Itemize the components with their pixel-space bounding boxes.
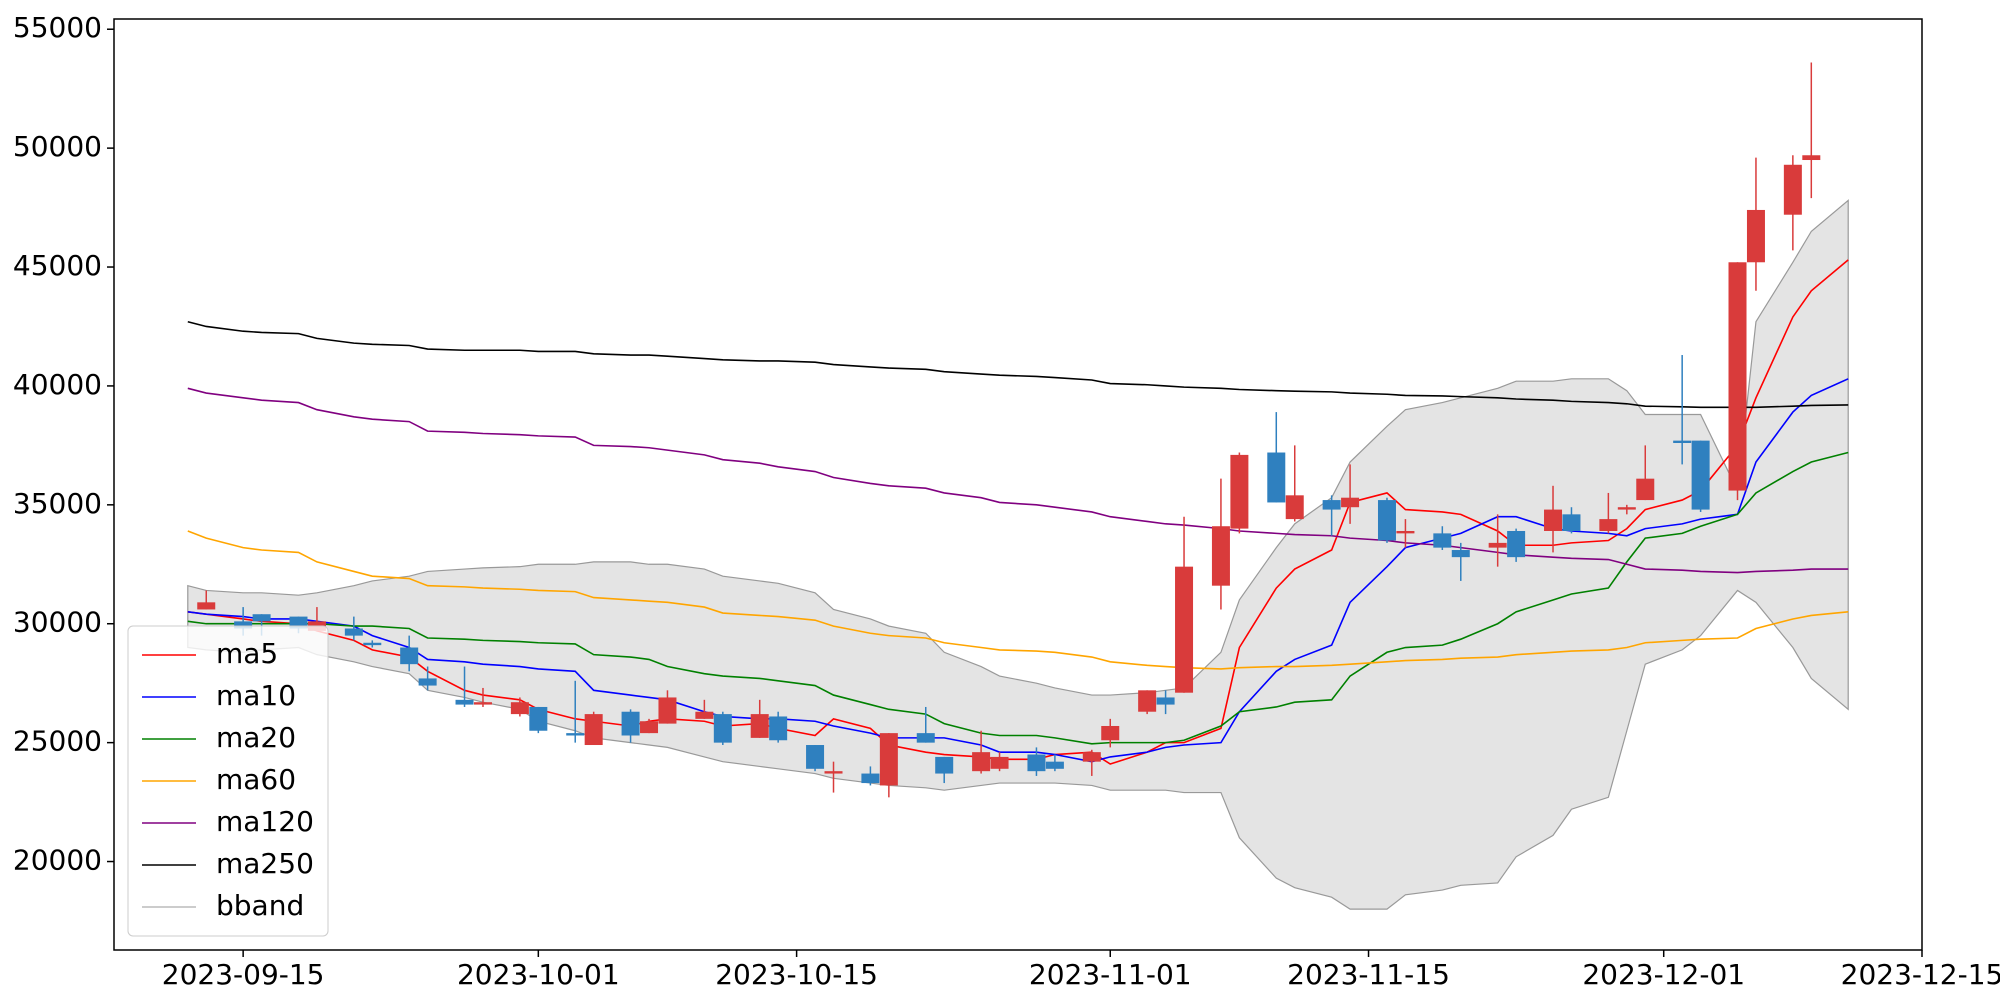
candle-body <box>418 678 437 686</box>
candle-body <box>750 714 769 738</box>
candle-body <box>1156 697 1175 705</box>
ma-line <box>187 451 1849 745</box>
candle-body <box>1027 754 1046 772</box>
x-tick-label: 2023-10-01 <box>457 958 620 991</box>
legend-label: bband <box>216 889 304 922</box>
candle-body <box>1322 500 1341 510</box>
plot-frame <box>113 18 1923 951</box>
candle-body <box>1636 478 1655 501</box>
x-tick-label: 2023-10-15 <box>715 958 878 991</box>
candle-body <box>529 706 548 731</box>
x-tick-label: 2023-12-15 <box>1841 958 2000 991</box>
candle-body <box>252 614 271 622</box>
x-tick-label: 2023-09-15 <box>162 958 325 991</box>
legend: ma5 ma10 ma20 ma60 ma120 ma250 bband <box>127 625 329 937</box>
candle-body <box>1045 761 1064 769</box>
candle-body <box>972 752 991 772</box>
legend-label: ma250 <box>216 847 314 880</box>
candle-body <box>713 714 732 743</box>
y-tick-label: 45000 <box>13 249 102 282</box>
candle-body <box>916 733 935 743</box>
candle-body <box>1507 530 1526 558</box>
ma-line <box>187 259 1849 765</box>
y-tick-label: 20000 <box>13 844 102 877</box>
candle-body <box>1377 500 1396 541</box>
candle-body <box>584 714 603 746</box>
candle-body <box>1673 440 1692 444</box>
candle-body <box>990 756 1009 769</box>
y-tick-label: 55000 <box>13 11 102 44</box>
candle-body <box>566 733 585 736</box>
candle-body <box>344 628 363 636</box>
legend-label: ma5 <box>216 637 278 670</box>
candle-body <box>1562 514 1581 531</box>
candle-body <box>769 716 788 741</box>
candle-body <box>1341 497 1360 508</box>
ma-line <box>187 320 1849 409</box>
candle-body <box>1802 155 1821 161</box>
candle-body <box>1728 262 1747 491</box>
bband-area <box>187 199 1849 910</box>
legend-box <box>127 625 329 937</box>
candle-body <box>824 771 843 774</box>
candle-body <box>658 697 677 724</box>
y-tick-label: 40000 <box>13 368 102 401</box>
candle-body <box>1617 507 1636 510</box>
legend-label: ma10 <box>216 679 296 712</box>
candle-body <box>1746 209 1765 263</box>
ma-line <box>187 387 1849 574</box>
candle-body <box>1211 526 1230 586</box>
x-tick-label: 2023-11-15 <box>1287 958 1450 991</box>
candle-body <box>1544 509 1563 531</box>
candle-body <box>1433 533 1452 548</box>
candle-body <box>1599 519 1618 531</box>
x-tick-label: 2023-11-01 <box>1029 958 1192 991</box>
candle-body <box>1101 725 1120 741</box>
candle-body <box>197 602 216 610</box>
candle-body <box>1175 566 1194 693</box>
candle-body <box>455 699 474 705</box>
candle-body <box>935 756 954 774</box>
candle-body <box>510 702 529 715</box>
candle-body <box>861 773 880 784</box>
y-tick-label: 35000 <box>13 487 102 520</box>
candle-body <box>640 721 659 734</box>
candle-body <box>363 642 382 646</box>
candle-body <box>289 616 308 629</box>
candle-body <box>1451 550 1470 558</box>
y-tick-label: 30000 <box>13 606 102 639</box>
candle-body <box>234 621 253 629</box>
legend-label: ma60 <box>216 763 296 796</box>
candle-body <box>1783 164 1802 215</box>
candle-body <box>1396 530 1415 534</box>
candle-body <box>473 702 492 705</box>
candle-body <box>621 711 640 736</box>
y-tick-label: 25000 <box>13 725 102 758</box>
candle-body <box>695 711 714 719</box>
candle-body <box>1285 495 1304 520</box>
x-tick-label: 2023-12-01 <box>1582 958 1745 991</box>
candle-body <box>806 745 825 769</box>
legend-label: ma120 <box>216 805 314 838</box>
candle-body <box>1138 690 1157 712</box>
candle-body <box>1488 542 1507 548</box>
candle-body <box>1691 440 1710 510</box>
ma-line <box>187 530 1849 670</box>
candle-body <box>1082 752 1101 762</box>
legend-label: ma20 <box>216 721 296 754</box>
candle-body <box>400 647 419 665</box>
candle-body <box>879 733 898 786</box>
y-tick-label: 50000 <box>13 130 102 163</box>
candle-body <box>1230 454 1249 529</box>
candle-body <box>1267 452 1286 503</box>
